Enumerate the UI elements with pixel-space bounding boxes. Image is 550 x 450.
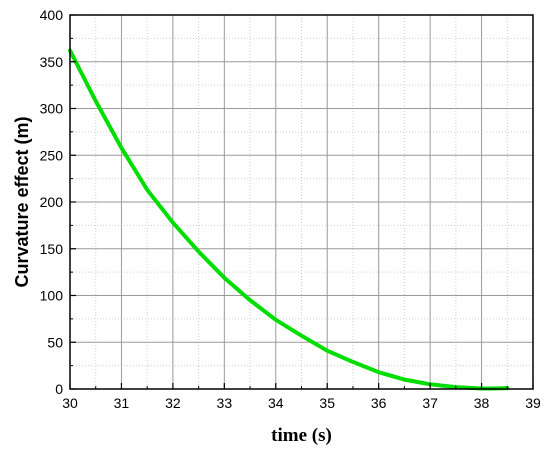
x-tick-label: 32 [165, 395, 181, 411]
series-line [68, 48, 510, 391]
y-axis-title: Curvature effect (m) [12, 116, 32, 287]
y-tick-label: 350 [40, 54, 64, 70]
x-tick-label: 38 [474, 395, 490, 411]
axis-ticks [69, 14, 534, 390]
y-tick-label: 150 [40, 241, 64, 257]
x-tick-label: 39 [525, 395, 541, 411]
y-tick-label: 200 [40, 194, 64, 210]
x-tick-label: 36 [371, 395, 387, 411]
y-tick-label: 300 [40, 101, 64, 117]
major-grid [70, 15, 533, 389]
x-tick-label: 35 [319, 395, 335, 411]
y-tick-label: 250 [40, 147, 64, 163]
series-layer [68, 48, 510, 391]
x-tick-label: 34 [268, 395, 284, 411]
y-tick-labels: 0 50 100 150 200 250 300 350 400 [40, 7, 64, 397]
y-tick-label: 50 [47, 334, 63, 350]
y-tick-label: 0 [55, 381, 63, 397]
x-tick-label: 37 [422, 395, 438, 411]
y-tick-label: 100 [40, 288, 64, 304]
y-tick-label: 400 [40, 7, 64, 23]
x-tick-label: 33 [217, 395, 233, 411]
x-tick-label: 31 [114, 395, 130, 411]
x-axis-title: time (s) [271, 425, 332, 446]
x-tick-labels: 30 31 32 33 34 35 36 37 38 39 [62, 395, 541, 411]
x-tick-label: 30 [62, 395, 78, 411]
